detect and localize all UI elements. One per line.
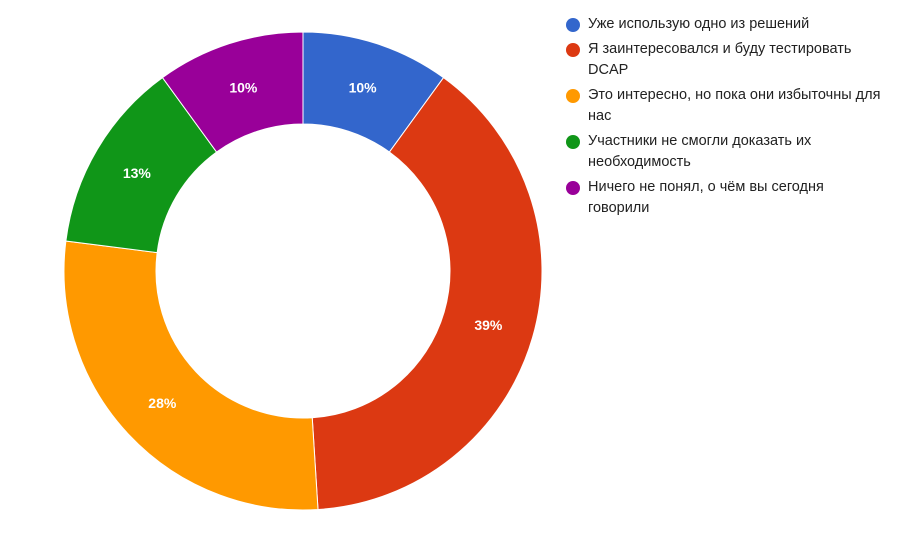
legend-item-5[interactable]: Ничего не понял, о чём вы сегодня говори… (566, 179, 886, 219)
slice-percent-label-3: 28% (148, 395, 177, 411)
legend-label: Уже использую одно из решений (588, 16, 810, 32)
legend-item-3[interactable]: Это интересно, но пока они избыточны для… (566, 87, 886, 127)
legend-item-1[interactable]: Уже использую одно из решений (566, 16, 886, 35)
legend-marker-icon (566, 135, 580, 149)
slice-percent-label-1: 10% (349, 79, 378, 95)
legend-label: Я заинтересовался и буду тестировать DCA… (588, 41, 852, 78)
slice-percent-label-2: 39% (474, 317, 503, 333)
legend-marker-icon (566, 181, 580, 195)
donut-slice-3[interactable] (63, 240, 319, 511)
donut-slice-2[interactable] (311, 76, 543, 511)
legend-label: Ничего не понял, о чём вы сегодня говори… (588, 179, 824, 216)
slice-percent-label-4: 13% (123, 165, 152, 181)
legend-label: Участники не смогли доказать их необходи… (588, 133, 812, 170)
slice-percent-label-5: 10% (229, 79, 258, 95)
legend-marker-icon (566, 89, 580, 103)
chart-legend: Уже использую одно из решений Я заинтерес… (566, 16, 886, 225)
legend-item-2[interactable]: Я заинтересовался и буду тестировать DCA… (566, 41, 886, 81)
legend-marker-icon (566, 18, 580, 32)
legend-label: Это интересно, но пока они избыточны для… (588, 87, 881, 124)
legend-marker-icon (566, 43, 580, 57)
donut-slice-5[interactable] (161, 31, 304, 153)
legend-item-4[interactable]: Участники не смогли доказать их необходи… (566, 133, 886, 173)
